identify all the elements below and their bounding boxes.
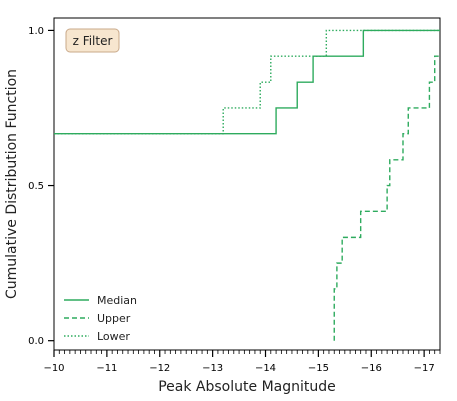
x-tick-label: −16: [361, 363, 382, 374]
legend-label-upper: Upper: [97, 312, 131, 325]
legend-label-lower: Lower: [97, 330, 130, 343]
y-axis: 0.0 0.5 1.0: [28, 26, 54, 347]
series-line-upper: [333, 55, 440, 341]
x-axis-title: Peak Absolute Magnitude: [158, 379, 336, 395]
x-tick-label: −15: [308, 363, 329, 374]
x-tick-label: −10: [43, 363, 64, 374]
x-tick-label: −11: [96, 363, 117, 374]
filter-badge-box: [65, 28, 120, 53]
filter-badge-label: z Filter: [73, 34, 113, 48]
x-tick-label: −17: [414, 363, 435, 374]
x-tick-label: −14: [255, 363, 276, 374]
y-tick-label: 0.0: [28, 336, 44, 347]
series-line-lower: [54, 29, 440, 135]
y-tick-label: 1.0: [28, 26, 44, 37]
filter-badge: z Filter: [65, 28, 120, 53]
x-axis: −10 −11 −12 −13 −14 −15 −16 −17: [43, 350, 441, 374]
x-tick-label: −12: [149, 363, 170, 374]
series-layer: [54, 29, 440, 341]
x-tick-label: −13: [202, 363, 223, 374]
y-axis-title: Cumulative Distribution Function: [4, 69, 20, 299]
legend: Median Upper Lower: [64, 294, 137, 343]
series-line-median: [54, 29, 440, 135]
legend-label-median: Median: [97, 294, 137, 307]
y-tick-label: 0.5: [28, 181, 44, 192]
plot-frame: [53, 17, 441, 351]
